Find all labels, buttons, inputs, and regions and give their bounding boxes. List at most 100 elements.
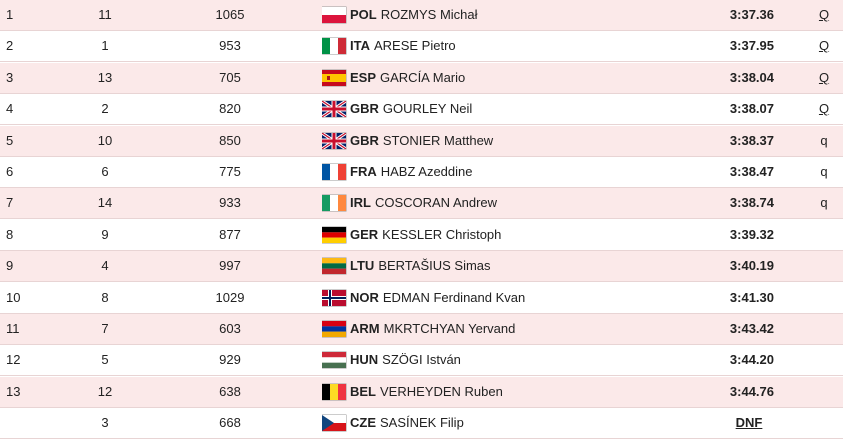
france-flag-icon	[322, 163, 346, 180]
lane-cell: 2	[101, 101, 109, 116]
table-row: 8 9 877 GER KESSLER Christoph 3:39.32	[0, 220, 843, 251]
athlete-cell[interactable]: GER KESSLER Christoph	[322, 220, 702, 250]
athlete-name[interactable]: VERHEYDEN Ruben	[380, 384, 503, 399]
lane-cell: 9	[101, 227, 109, 242]
athlete-cell[interactable]: ESP GARCÍA Mario	[322, 63, 702, 93]
rank-cell: 5	[6, 133, 14, 148]
lane-cell: 1	[101, 38, 109, 53]
rank-cell: 10	[6, 290, 21, 305]
athlete-cell[interactable]: NOR EDMAN Ferdinand Kvan	[322, 283, 702, 313]
qualification-mark: Q	[818, 38, 830, 53]
table-row: 1 11 1065 POL ROZMYS Michał 3:37.36 Q	[0, 0, 843, 31]
athlete-name[interactable]: EDMAN Ferdinand Kvan	[382, 290, 526, 305]
country-code: CZE	[350, 415, 376, 430]
table-row: 3 668 CZE SASÍNEK Filip DNF	[0, 408, 843, 439]
country-code: ESP	[350, 70, 377, 85]
result-time: 3:44.20	[729, 352, 774, 367]
lane-cell: 12	[97, 384, 113, 399]
table-row: 4 2 820 GBR GOURLEY Neil 3:38.07 Q	[0, 94, 843, 125]
rank-cell: 4	[6, 101, 14, 116]
athlete-cell[interactable]: FRA HABZ Azeddine	[322, 157, 702, 187]
qualification-mark	[812, 377, 836, 407]
athlete-name[interactable]: GARCÍA Mario	[380, 70, 466, 85]
qualification-mark: q	[820, 164, 828, 179]
bib-cell: 775	[219, 164, 241, 179]
bib-cell: 953	[219, 38, 241, 53]
italy-flag-icon	[322, 37, 346, 54]
table-row: 5 10 850 GBR STONIER Matthew 3:38.37 q	[0, 126, 843, 157]
result-time: 3:38.04	[729, 70, 774, 85]
athlete-cell[interactable]: POL ROZMYS Michał	[322, 0, 702, 30]
table-row: 10 8 1029 NOR EDMAN Ferdinand Kvan 3:41.30	[0, 283, 843, 314]
athlete-name[interactable]: KESSLER Christoph	[382, 227, 502, 242]
great-britain-flag-icon	[322, 100, 346, 117]
rank-cell: 6	[6, 164, 14, 179]
result-time: 3:38.07	[729, 101, 774, 116]
qualification-mark: Q	[818, 101, 830, 116]
athlete-cell[interactable]: CZE SASÍNEK Filip	[322, 408, 702, 438]
qualification-mark	[812, 408, 836, 438]
athlete-name[interactable]: SZÖGI István	[382, 352, 461, 367]
athlete-cell[interactable]: ITA ARESE Pietro	[322, 31, 702, 61]
athlete-cell[interactable]: GBR GOURLEY Neil	[322, 94, 702, 124]
result-time: 3:40.19	[729, 258, 774, 273]
rank-cell: 2	[6, 38, 14, 53]
rank-cell: 11	[6, 321, 20, 336]
rank-cell	[6, 408, 46, 438]
country-code: ITA	[350, 38, 370, 53]
qualification-mark	[812, 345, 836, 375]
table-row: 13 12 638 BEL VERHEYDEN Ruben 3:44.76	[0, 377, 843, 408]
athlete-cell[interactable]: IRL COSCORAN Andrew	[322, 188, 702, 218]
bib-cell: 850	[219, 133, 241, 148]
country-code: FRA	[350, 164, 377, 179]
belgium-flag-icon	[322, 383, 346, 400]
rank-cell: 3	[6, 70, 14, 85]
country-code: IRL	[350, 195, 371, 210]
bib-cell: 997	[219, 258, 241, 273]
result-time: 3:41.30	[729, 290, 774, 305]
bib-cell: 638	[219, 384, 241, 399]
bib-cell: 668	[219, 415, 241, 430]
table-row: 3 13 705 ESP GARCÍA Mario 3:38.04 Q	[0, 63, 843, 94]
country-code: NOR	[350, 290, 379, 305]
table-row: 7 14 933 IRL COSCORAN Andrew 3:38.74 q	[0, 188, 843, 219]
table-row: 12 5 929 HUN SZÖGI István 3:44.20	[0, 345, 843, 376]
lane-cell: 4	[101, 258, 109, 273]
athlete-name[interactable]: BERTAŠIUS Simas	[378, 258, 491, 273]
ireland-flag-icon	[322, 194, 346, 211]
result-time: DNF	[735, 415, 763, 430]
athlete-cell[interactable]: GBR STONIER Matthew	[322, 126, 702, 156]
athlete-cell[interactable]: LTU BERTAŠIUS Simas	[322, 251, 702, 281]
table-row: 2 1 953 ITA ARESE Pietro 3:37.95 Q	[0, 31, 843, 62]
athlete-name[interactable]: COSCORAN Andrew	[374, 195, 498, 210]
qualification-mark	[812, 220, 836, 250]
country-code: GBR	[350, 101, 379, 116]
athlete-cell[interactable]: BEL VERHEYDEN Ruben	[322, 377, 702, 407]
athlete-cell[interactable]: ARM MKRTCHYAN Yervand	[322, 314, 702, 344]
athlete-name[interactable]: ARESE Pietro	[373, 38, 456, 53]
bib-cell: 820	[219, 101, 241, 116]
qualification-mark: q	[820, 133, 828, 148]
lane-cell: 10	[97, 133, 113, 148]
lane-cell: 3	[101, 415, 109, 430]
athlete-name[interactable]: ROZMYS Michał	[380, 7, 478, 22]
lithuania-flag-icon	[322, 257, 346, 274]
athlete-name[interactable]: STONIER Matthew	[382, 133, 494, 148]
hungary-flag-icon	[322, 351, 346, 368]
bib-cell: 929	[219, 352, 241, 367]
czech-republic-flag-icon	[322, 414, 346, 431]
rank-cell: 8	[6, 227, 14, 242]
country-code: POL	[350, 7, 377, 22]
country-code: GBR	[350, 133, 379, 148]
athlete-name[interactable]: HABZ Azeddine	[380, 164, 473, 179]
athlete-name[interactable]: MKRTCHYAN Yervand	[383, 321, 516, 336]
athlete-name[interactable]: GOURLEY Neil	[382, 101, 473, 116]
norway-flag-icon	[322, 289, 346, 306]
athlete-name[interactable]: SASÍNEK Filip	[380, 415, 464, 430]
result-time: 3:38.74	[729, 195, 774, 210]
bib-cell: 1029	[215, 290, 245, 305]
qualification-mark: Q	[818, 7, 830, 22]
athlete-cell[interactable]: HUN SZÖGI István	[322, 345, 702, 375]
country-code: ARM	[350, 321, 380, 336]
